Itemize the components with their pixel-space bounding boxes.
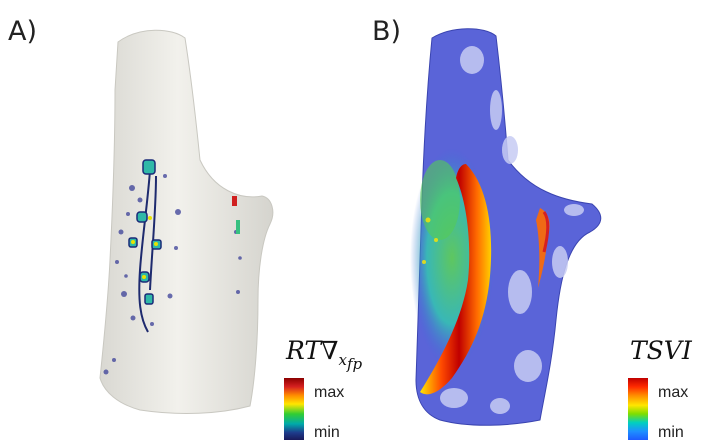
colorbar-a-max-label: max: [314, 384, 345, 401]
panel-b-surface: [410, 28, 602, 426]
colorbar-a: [284, 378, 304, 440]
colorbar-b-title: TSVI: [630, 336, 692, 365]
panel-b-label: B): [372, 16, 402, 47]
colorbar-a-min-label: min: [314, 424, 340, 441]
panel-a-surface: [99, 29, 274, 414]
colorbar-b: [628, 378, 648, 440]
colorbar-b-max-label: max: [658, 384, 689, 401]
colorbar-b-min-label: min: [658, 424, 684, 441]
colorbar-a-title: RT∇xfp: [286, 336, 363, 373]
panel-a-label: A): [8, 16, 38, 47]
